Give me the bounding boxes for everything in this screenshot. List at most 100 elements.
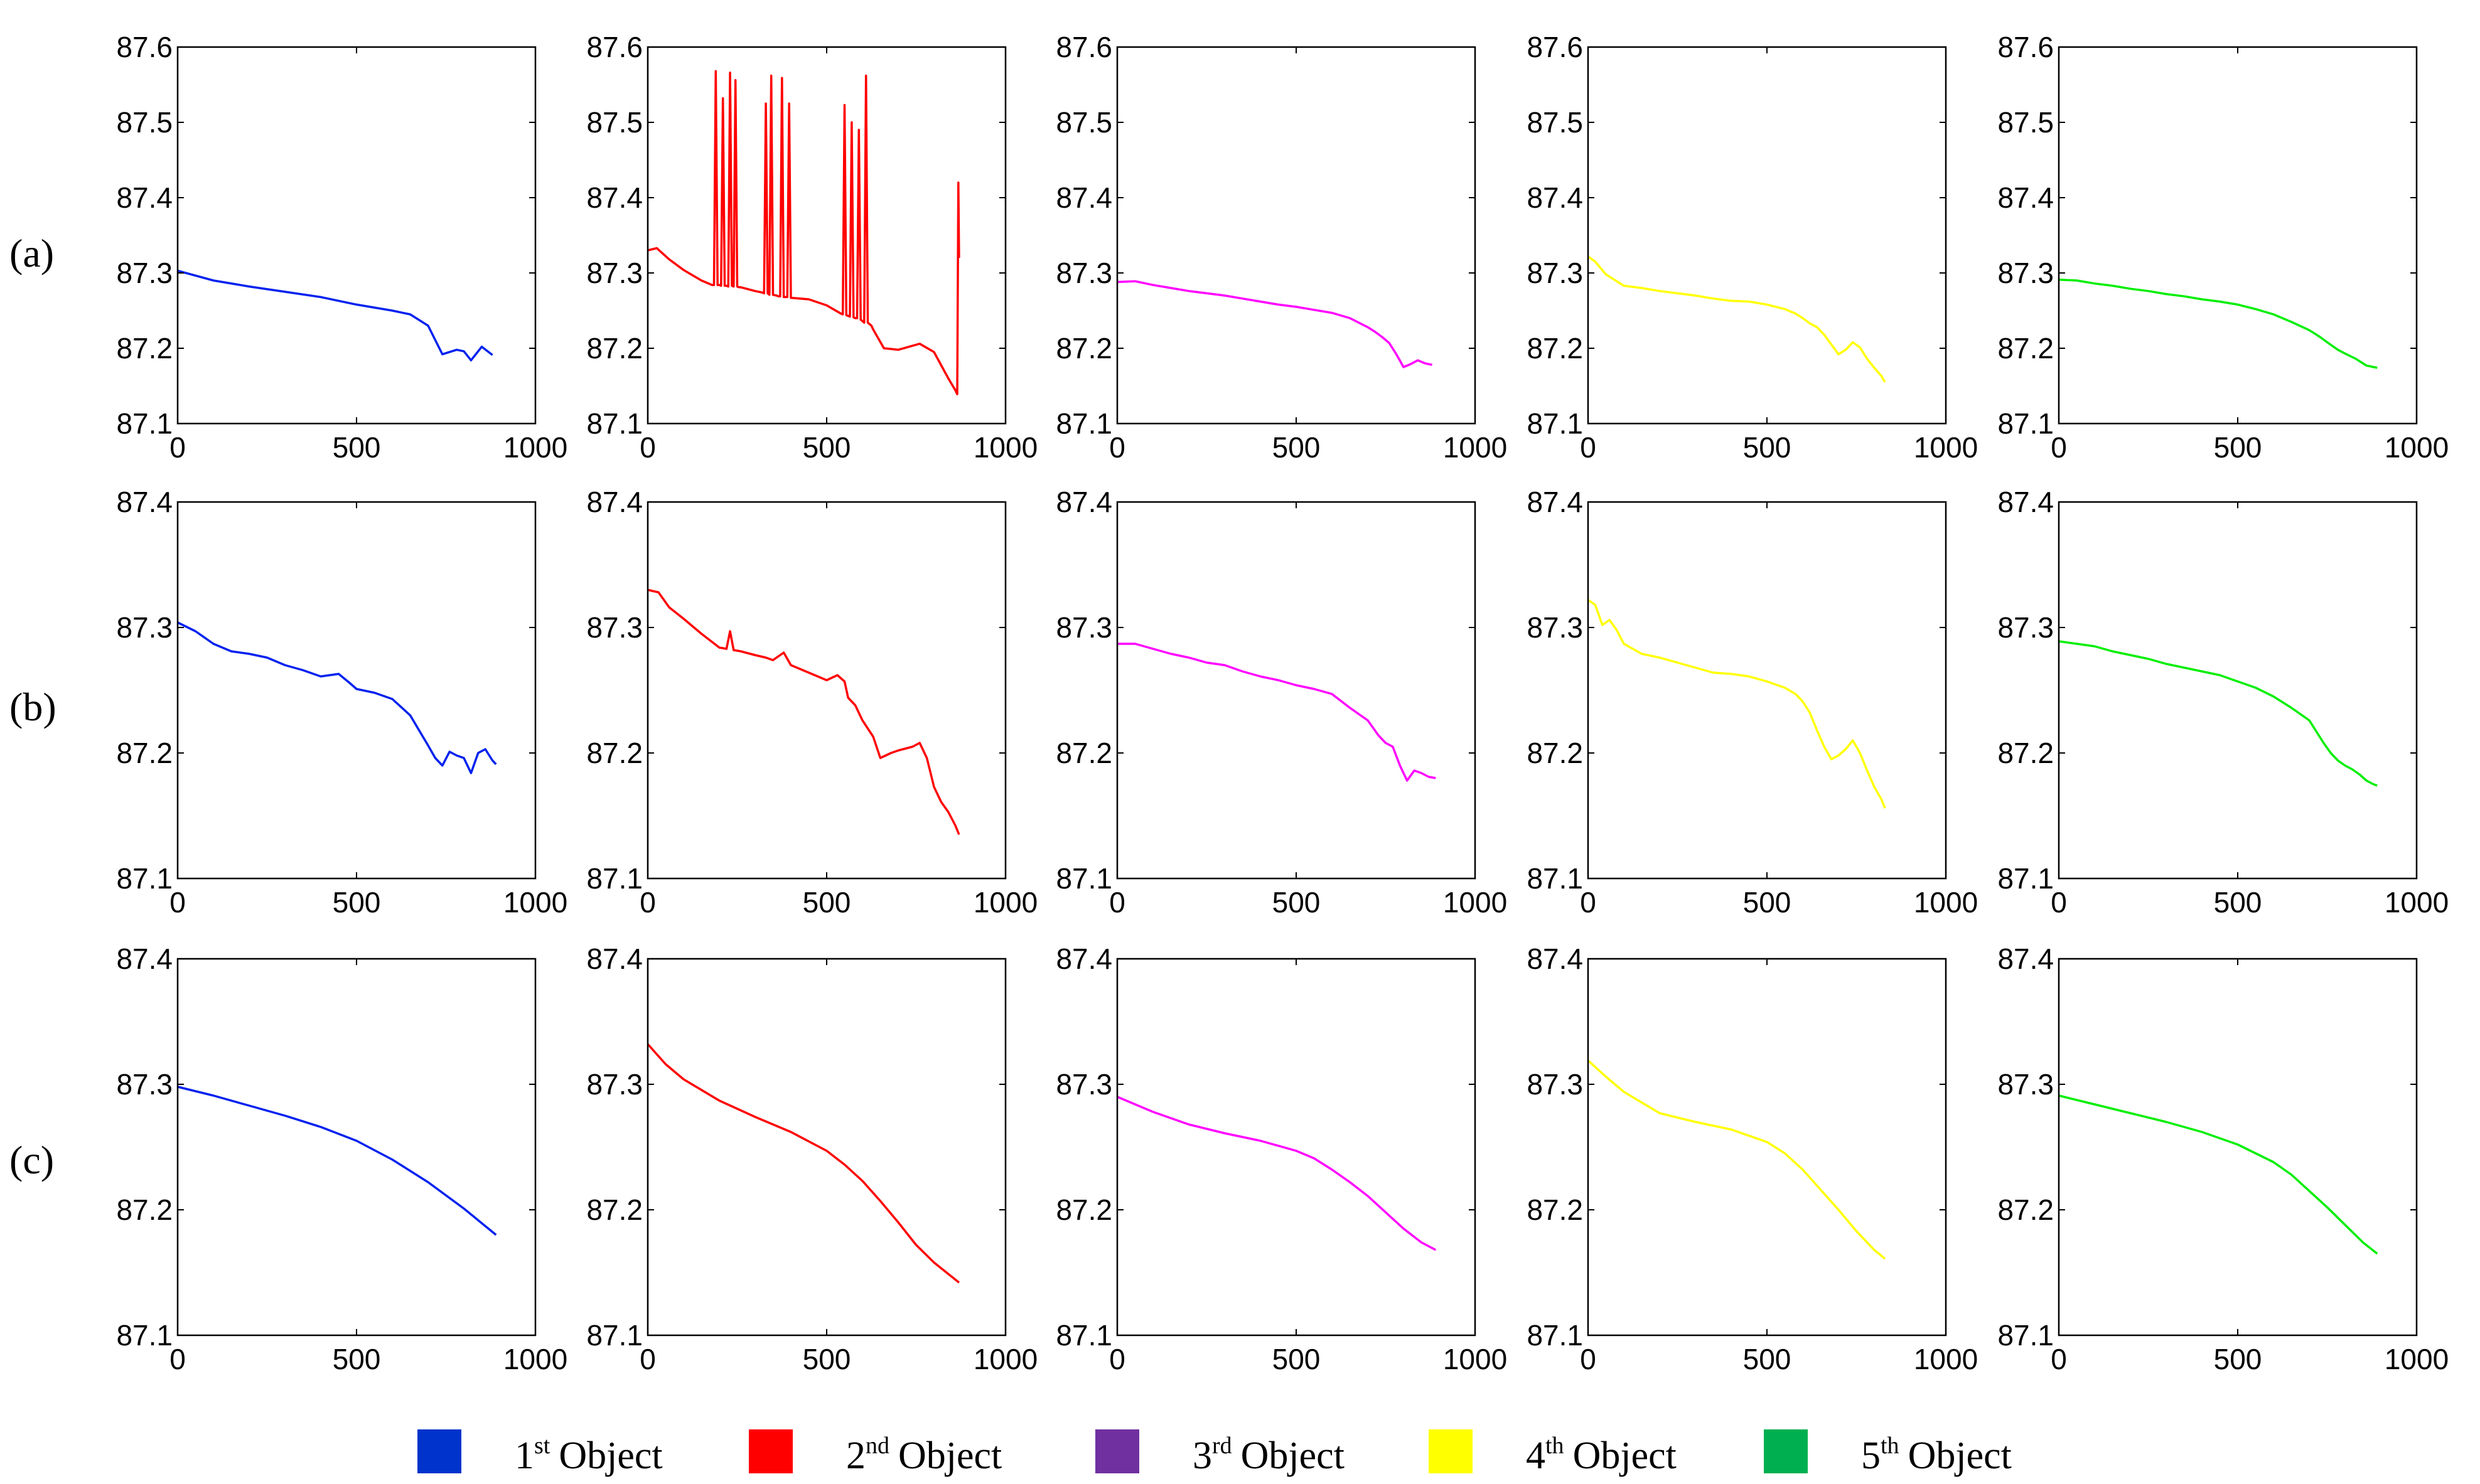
legend-object-word: Object: [559, 1434, 662, 1477]
x-tick-label: 500: [803, 886, 851, 919]
x-tick-label: 1000: [1914, 431, 1978, 464]
x-tick-label: 1000: [1443, 1343, 1507, 1375]
subplot-a-2: 87.1 87.2 87.3 87.4 87.5 87.6 0 500 1000: [586, 31, 1038, 464]
y-tick-label: 87.1: [1056, 407, 1112, 440]
y-tick-label: 87.4: [1527, 942, 1583, 975]
subplot-c-1: 87.1 87.2 87.3 87.4 0 500 1000: [116, 942, 567, 1375]
x-tick-label: 500: [1743, 431, 1791, 464]
y-tick-label: 87.2: [1056, 737, 1112, 769]
subplot-c-5: 87.1 87.2 87.3 87.4 0 500 1000: [1997, 942, 2449, 1375]
x-tick-label: 500: [1272, 1343, 1321, 1375]
y-tick-label: 87.4: [586, 486, 643, 518]
x-tick-label: 0: [2051, 1343, 2067, 1375]
x-tick-label: 0: [169, 431, 186, 464]
y-tick-label: 87.5: [116, 106, 173, 139]
y-tick-label: 87.3: [1997, 611, 2054, 644]
y-tick-label: 87.5: [1997, 106, 2054, 139]
y-tick-label: 87.4: [586, 181, 643, 214]
x-tick-label: 500: [2214, 431, 2262, 464]
plot-frame: [176, 958, 537, 1337]
subplot-a-5: 87.1 87.2 87.3 87.4 87.5 87.6 0 500 1000: [1997, 31, 2449, 464]
x-tick-label: 500: [333, 1343, 381, 1375]
plot-frame: [647, 958, 1007, 1337]
x-tick-label: 500: [333, 886, 381, 919]
x-tick-label: 0: [169, 886, 186, 919]
legend: 1st Object 2nd Object 3rd Object 4th Object 5th O…: [417, 1429, 2012, 1477]
legend-ordinal: 2: [846, 1434, 866, 1477]
x-tick-label: 1000: [2385, 431, 2449, 464]
y-tick-label: 87.1: [1997, 1319, 2054, 1352]
y-tick-label: 87.5: [586, 106, 643, 139]
plot-frame: [176, 501, 537, 880]
y-tick-label: 87.3: [1056, 257, 1112, 289]
subplot-c-2: 87.1 87.2 87.3 87.4 0 500 1000: [586, 942, 1038, 1375]
y-tick-label: 87.6: [1527, 31, 1583, 63]
y-tick-label: 87.2: [1997, 1193, 2054, 1226]
legend-object-word: Object: [898, 1434, 1002, 1477]
y-tick-label: 87.1: [1056, 862, 1112, 895]
y-tick-label: 87.2: [1997, 737, 2054, 769]
y-tick-label: 87.3: [1527, 257, 1583, 289]
x-tick-label: 0: [1580, 431, 1596, 464]
legend-item-5: 5th Object: [1764, 1429, 2012, 1477]
y-tick-label: 87.1: [116, 1319, 173, 1352]
legend-item-1: 1st Object: [417, 1429, 663, 1477]
legend-object-word: Object: [1908, 1434, 2012, 1477]
x-tick-label: 1000: [1443, 886, 1507, 919]
series-line-object-3: [1117, 1096, 1437, 1251]
y-tick-label: 87.2: [116, 737, 173, 769]
y-tick-label: 87.3: [586, 257, 643, 289]
legend-swatch: [417, 1429, 461, 1473]
y-tick-label: 87.4: [1056, 942, 1112, 975]
series-line-object-1: [177, 621, 497, 774]
series-line-object-5: [2058, 1094, 2378, 1255]
y-tick-label: 87.3: [1527, 1068, 1583, 1101]
y-tick-label: 87.2: [1527, 332, 1583, 365]
x-tick-label: 1000: [974, 1343, 1038, 1375]
x-tick-label: 1000: [2385, 1343, 2449, 1375]
y-tick-label: 87.6: [1997, 31, 2054, 63]
y-tick-label: 87.1: [1527, 862, 1583, 895]
x-tick-label: 1000: [974, 886, 1038, 919]
y-tick-label: 87.6: [1056, 31, 1112, 63]
y-tick-label: 87.4: [1056, 181, 1112, 214]
legend-ordinal: 5: [1861, 1434, 1881, 1477]
y-tick-label: 87.4: [1997, 181, 2054, 214]
y-tick-label: 87.4: [1997, 486, 2054, 518]
x-tick-label: 0: [1109, 1343, 1125, 1375]
series-line-object-2: [647, 1043, 960, 1284]
y-tick-label: 87.3: [1997, 257, 2054, 289]
subplot-b-1: 87.1 87.2 87.3 87.4 0 500 1000: [116, 486, 567, 919]
y-tick-label: 87.2: [1527, 1193, 1583, 1226]
y-tick-label: 87.3: [116, 611, 173, 644]
x-tick-label: 0: [640, 1343, 656, 1375]
y-tick-label: 87.5: [1527, 106, 1583, 139]
legend-swatch: [1764, 1429, 1808, 1473]
plot-frame: [1587, 46, 1947, 425]
x-tick-label: 1000: [1443, 431, 1507, 464]
x-tick-label: 0: [640, 431, 656, 464]
y-tick-label: 87.3: [1056, 611, 1112, 644]
series-line-object-1: [177, 1086, 497, 1236]
legend-label: 2nd Object: [846, 1433, 1002, 1477]
legend-label: 5th Object: [1861, 1433, 2012, 1477]
x-tick-label: 500: [1743, 886, 1791, 919]
series-line-object-5: [2058, 279, 2378, 369]
y-tick-label: 87.1: [586, 407, 643, 440]
y-tick-label: 87.2: [1056, 332, 1112, 365]
x-tick-label: 0: [2051, 431, 2067, 464]
legend-ordinal-suffix: st: [534, 1433, 550, 1459]
x-tick-label: 500: [1743, 1343, 1791, 1375]
y-tick-label: 87.1: [1527, 1319, 1583, 1352]
y-tick-label: 87.4: [116, 486, 173, 518]
plot-frame: [647, 46, 1007, 425]
legend-label: 4th Object: [1526, 1433, 1677, 1477]
x-tick-label: 1000: [1914, 886, 1978, 919]
y-tick-label: 87.1: [116, 862, 173, 895]
legend-swatch: [749, 1429, 793, 1473]
y-tick-label: 87.4: [116, 942, 173, 975]
legend-ordinal: 1: [515, 1434, 534, 1477]
y-tick-label: 87.1: [1997, 862, 2054, 895]
y-tick-label: 87.4: [1056, 486, 1112, 518]
legend-ordinal-suffix: rd: [1212, 1433, 1232, 1459]
